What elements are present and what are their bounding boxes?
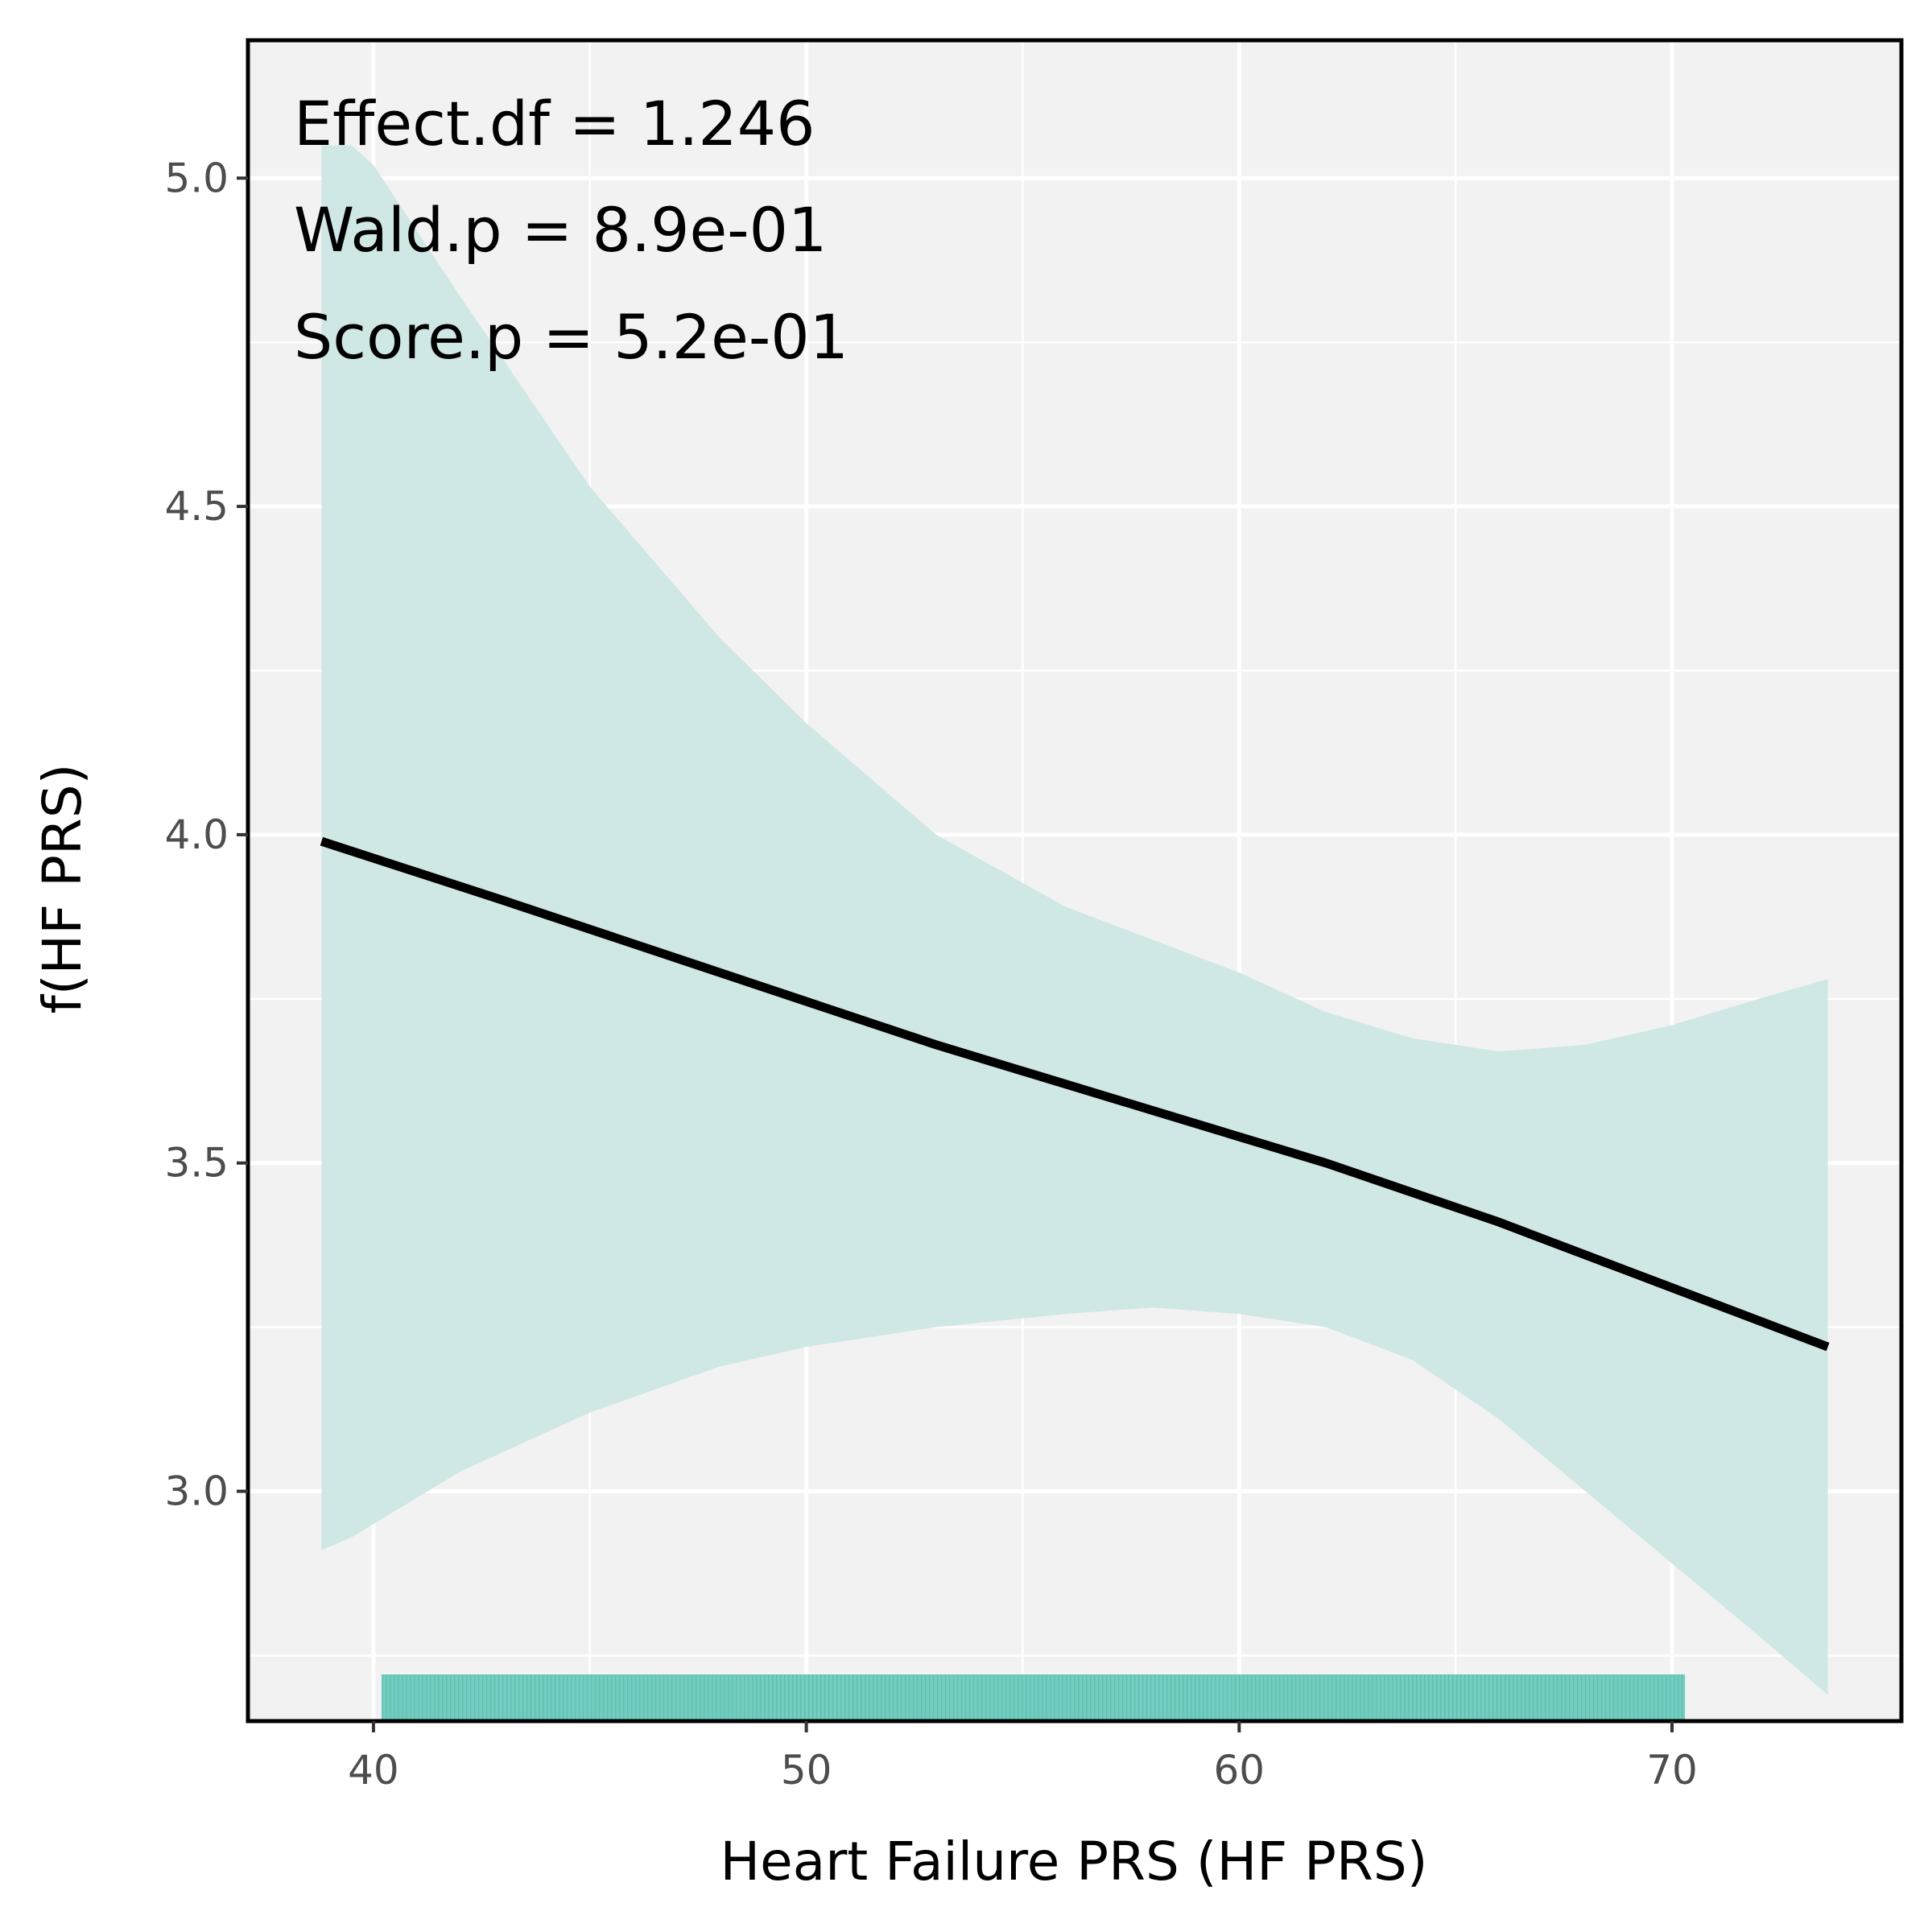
y-tick-label: 4.0 (164, 811, 229, 858)
y-tick-label: 3.0 (164, 1468, 229, 1515)
y-tick-label: 3.5 (164, 1140, 229, 1187)
rug-layer (382, 1674, 1686, 1721)
annotation-score-p: Score.p = 5.2e-01 (294, 301, 848, 373)
rug-band (382, 1674, 1686, 1721)
annotation-effect-df: Effect.df = 1.246 (294, 88, 815, 159)
annotation-wald-p: Wald.p = 8.9e-01 (294, 194, 827, 266)
confidence-band (321, 145, 1828, 1695)
x-axis-title: Heart Failure PRS (HF PRS) (720, 1831, 1428, 1893)
x-tick-label: 70 (1646, 1747, 1698, 1794)
y-axis-title: f(HF PRS) (31, 764, 93, 1014)
y-tick-label: 5.0 (164, 155, 229, 201)
annotations: Effect.df = 1.246 Wald.p = 8.9e-01 Score… (294, 88, 848, 373)
y-tick-label: 4.5 (164, 483, 229, 530)
x-tick-label: 40 (348, 1747, 399, 1794)
axes-layer: 40 50 60 70 3.0 3.5 4.0 4.5 5.0 (164, 155, 1697, 1794)
x-tick-label: 60 (1214, 1747, 1265, 1794)
plot-border (246, 38, 1904, 1724)
fit-line (320, 836, 1830, 1352)
x-tick-label: 50 (781, 1747, 832, 1794)
plot-border-layer (246, 38, 1904, 1724)
confidence-band-layer (321, 145, 1828, 1695)
fit-line-layer (320, 836, 1830, 1352)
